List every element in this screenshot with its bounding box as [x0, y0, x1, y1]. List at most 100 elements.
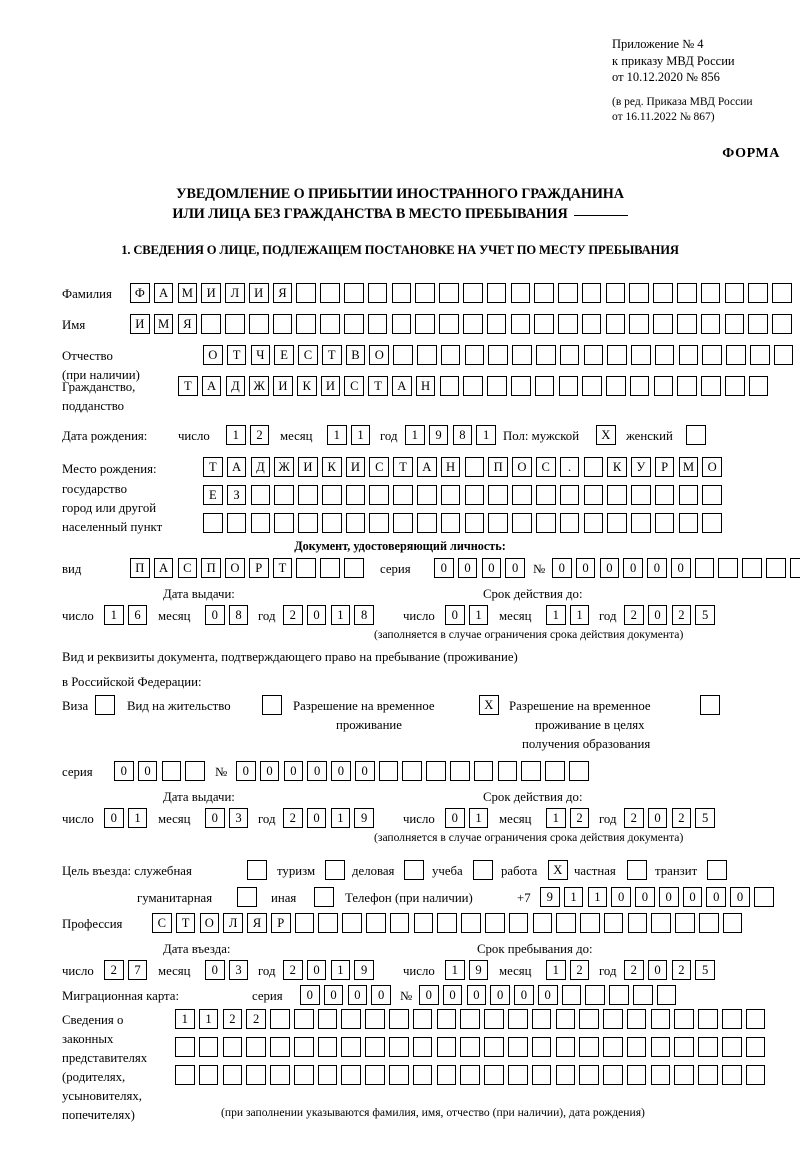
char-cell[interactable] — [488, 345, 508, 365]
char-cell[interactable] — [677, 376, 697, 396]
digit-cell[interactable]: 2 — [283, 605, 303, 625]
char-cell[interactable] — [678, 345, 699, 365]
char-cell[interactable] — [344, 558, 364, 578]
char-cell[interactable]: 0 — [658, 887, 679, 907]
char-cell[interactable] — [462, 314, 483, 334]
char-cell[interactable] — [726, 345, 746, 365]
digit-cell[interactable]: 0 — [445, 605, 465, 625]
digit-cell[interactable]: 2 — [671, 960, 692, 980]
digit-cell[interactable]: 2 — [569, 808, 590, 828]
char-cell[interactable] — [674, 1009, 694, 1029]
char-cell[interactable] — [653, 283, 673, 303]
char-cell[interactable] — [222, 1065, 243, 1085]
char-cell[interactable] — [462, 283, 483, 303]
char-cell[interactable]: Р — [654, 457, 675, 477]
char-cell[interactable] — [579, 1037, 599, 1057]
char-cell[interactable] — [674, 1037, 694, 1057]
char-cell[interactable] — [532, 913, 553, 933]
char-cell[interactable]: 0 — [457, 558, 478, 578]
char-cell[interactable] — [270, 1009, 290, 1029]
char-cell[interactable] — [626, 1009, 647, 1029]
char-cell[interactable]: В — [345, 345, 366, 365]
checkbox-purpose-other[interactable] — [314, 887, 334, 907]
char-cell[interactable]: 1 — [198, 1009, 219, 1029]
digit-cell[interactable]: 6 — [127, 605, 148, 625]
char-cell[interactable] — [556, 913, 576, 933]
char-cell[interactable]: И — [345, 457, 366, 477]
char-cell[interactable] — [607, 485, 627, 505]
char-cell[interactable] — [582, 376, 602, 396]
char-cell[interactable]: Н — [415, 376, 436, 396]
char-cell[interactable] — [341, 1065, 362, 1085]
char-cell[interactable]: 0 — [537, 985, 558, 1005]
char-cell[interactable] — [535, 513, 556, 533]
digit-cell[interactable]: 0 — [647, 605, 668, 625]
char-cell[interactable]: Я — [272, 283, 293, 303]
char-cell[interactable] — [320, 558, 340, 578]
char-cell[interactable]: 0 — [300, 985, 320, 1005]
digit-cell[interactable]: 8 — [354, 605, 374, 625]
char-cell[interactable] — [698, 1009, 718, 1029]
char-cell[interactable] — [745, 1009, 766, 1029]
char-cell[interactable] — [412, 1065, 433, 1085]
char-cell[interactable] — [460, 1037, 480, 1057]
digit-cell[interactable]: 5 — [695, 960, 715, 980]
char-cell[interactable]: Н — [440, 457, 461, 477]
char-cell[interactable] — [698, 1037, 718, 1057]
char-cell[interactable] — [488, 513, 508, 533]
char-cell[interactable]: П — [488, 457, 508, 477]
char-cell[interactable] — [393, 345, 413, 365]
checkbox-purpose-business[interactable] — [404, 860, 424, 880]
char-cell[interactable] — [558, 283, 578, 303]
char-cell[interactable] — [718, 558, 739, 578]
char-cell[interactable] — [675, 913, 695, 933]
checkbox-purpose-work[interactable]: X — [548, 860, 568, 880]
char-cell[interactable]: 0 — [623, 558, 643, 578]
char-cell[interactable] — [365, 1065, 385, 1085]
char-cell[interactable] — [460, 1009, 480, 1029]
char-cell[interactable] — [507, 1009, 528, 1029]
char-cell[interactable]: 0 — [371, 985, 391, 1005]
char-cell[interactable] — [773, 345, 794, 365]
char-cell[interactable] — [581, 314, 602, 334]
char-cell[interactable]: И — [130, 314, 150, 334]
char-cell[interactable]: О — [369, 345, 390, 365]
char-cell[interactable]: М — [177, 283, 198, 303]
char-cell[interactable]: П — [201, 558, 221, 578]
char-cell[interactable] — [198, 1065, 219, 1085]
char-cell[interactable] — [558, 376, 579, 396]
char-cell[interactable] — [293, 1065, 314, 1085]
digit-cell[interactable]: 1 — [569, 605, 590, 625]
char-cell[interactable] — [561, 985, 582, 1005]
checkbox-purpose-humanitarian[interactable] — [237, 887, 257, 907]
char-cell[interactable] — [270, 1037, 290, 1057]
digit-cell[interactable]: 0 — [205, 808, 225, 828]
char-cell[interactable] — [296, 283, 317, 303]
char-cell[interactable]: 0 — [611, 887, 631, 907]
char-cell[interactable]: Д — [225, 376, 246, 396]
char-cell[interactable] — [605, 283, 626, 303]
char-cell[interactable]: Ч — [250, 345, 271, 365]
digit-cell[interactable]: 1 — [226, 425, 246, 445]
char-cell[interactable]: Я — [247, 913, 267, 933]
char-cell[interactable]: О — [512, 457, 532, 477]
char-cell[interactable] — [676, 283, 697, 303]
char-cell[interactable] — [393, 485, 413, 505]
char-cell[interactable] — [246, 1065, 266, 1085]
digit-cell[interactable]: 0 — [647, 808, 668, 828]
char-cell[interactable] — [161, 761, 182, 781]
char-cell[interactable] — [274, 485, 294, 505]
checkbox-purpose-transit[interactable] — [707, 860, 727, 880]
char-cell[interactable]: О — [203, 345, 223, 365]
char-cell[interactable] — [486, 283, 507, 303]
char-cell[interactable]: 9 — [540, 887, 560, 907]
char-cell[interactable] — [629, 376, 650, 396]
digit-cell[interactable]: 3 — [228, 808, 249, 828]
digit-cell[interactable]: 1 — [476, 425, 496, 445]
char-cell[interactable] — [585, 985, 606, 1005]
char-cell[interactable] — [510, 314, 531, 334]
digit-cell[interactable]: 0 — [205, 960, 225, 980]
char-cell[interactable]: 1 — [563, 887, 584, 907]
char-cell[interactable] — [461, 913, 481, 933]
char-cell[interactable] — [365, 1037, 385, 1057]
